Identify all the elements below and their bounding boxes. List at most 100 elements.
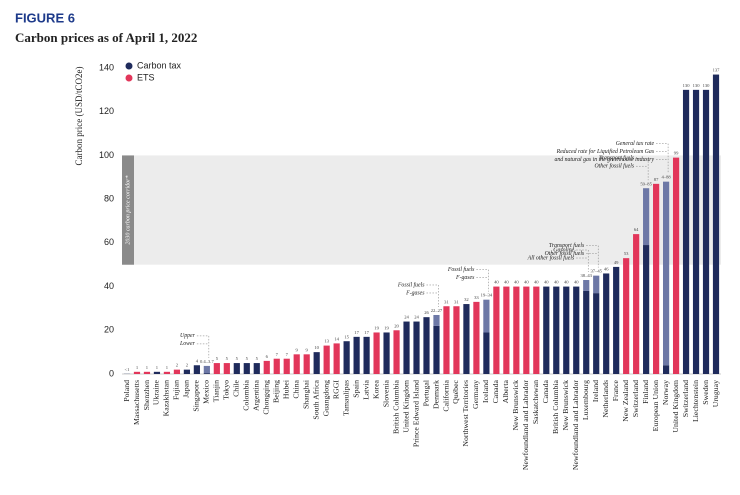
y-tick-label: 120 bbox=[99, 106, 114, 116]
bar bbox=[153, 371, 161, 374]
x-tick-label: France bbox=[611, 379, 620, 401]
bar bbox=[423, 317, 430, 374]
bar bbox=[353, 336, 360, 374]
value-label: 1 bbox=[156, 365, 159, 370]
bar bbox=[183, 369, 190, 374]
x-tick-label: United Kingdom bbox=[671, 380, 680, 433]
corridor-label-bg bbox=[122, 155, 134, 265]
y-axis-label: Carbon price (USD/tCO2e) bbox=[74, 67, 84, 166]
bar-lower bbox=[593, 293, 600, 374]
bar-lower bbox=[662, 365, 670, 374]
x-tick-label: Poland bbox=[122, 380, 131, 402]
x-tick-label: Chongqing bbox=[262, 380, 271, 415]
x-tick-label: Newfoundland and Labrador bbox=[571, 380, 580, 470]
x-tick-label: Switzerland bbox=[631, 380, 640, 417]
corridor-band bbox=[122, 155, 721, 265]
corridor-label: 2030 carbon price corridor* bbox=[125, 175, 131, 244]
bar bbox=[273, 358, 280, 374]
value-label: 40 bbox=[514, 280, 519, 285]
value-label: 31 bbox=[444, 299, 449, 304]
value-label: 40 bbox=[494, 280, 499, 285]
value-label: 40 bbox=[554, 280, 559, 285]
value-label: 5 bbox=[226, 356, 229, 361]
x-tick-label: Beijing bbox=[272, 380, 281, 403]
y-tick-label: 20 bbox=[104, 325, 114, 335]
bar-lower bbox=[483, 332, 490, 374]
value-label: 40 bbox=[534, 280, 539, 285]
value-label: 19–34 bbox=[481, 293, 493, 298]
x-tick-label: Tianjin bbox=[212, 380, 221, 402]
bar bbox=[293, 354, 300, 374]
x-tick-label: Tokyo bbox=[222, 380, 231, 400]
bar bbox=[173, 369, 181, 374]
x-tick-label: Tamaulipas bbox=[341, 380, 350, 416]
bar bbox=[443, 306, 450, 374]
x-tick-label: Germany bbox=[471, 380, 480, 409]
value-label: 1 bbox=[166, 365, 169, 370]
x-tick-label: Shenzhen bbox=[142, 380, 151, 410]
bar bbox=[563, 286, 570, 374]
value-label: 130 bbox=[693, 83, 701, 88]
y-tick-label: 0 bbox=[109, 368, 114, 378]
value-label: 24 bbox=[414, 315, 419, 320]
bar-lower bbox=[643, 245, 650, 374]
bar bbox=[283, 358, 290, 374]
range-note: F-gases bbox=[405, 290, 425, 296]
x-tick-label: Iceland bbox=[481, 380, 490, 403]
x-tick-label: Singapore bbox=[192, 379, 201, 411]
y-tick-label: 140 bbox=[99, 62, 114, 72]
range-note: Gasoline bbox=[553, 247, 574, 253]
x-tick-label: Spain bbox=[351, 380, 360, 398]
value-label: 7 bbox=[276, 352, 279, 357]
bar-lower bbox=[583, 290, 590, 374]
x-tick-label: Alberta bbox=[501, 379, 510, 403]
value-label: 9 bbox=[306, 347, 309, 352]
value-label: 53 bbox=[624, 251, 629, 256]
value-label: 130 bbox=[703, 83, 711, 88]
bar bbox=[653, 183, 660, 374]
x-tick-label: Switzerland bbox=[681, 380, 690, 417]
x-tick-label: New Brunswick bbox=[511, 380, 520, 431]
bar bbox=[613, 266, 620, 374]
value-label: 38–43 bbox=[580, 273, 592, 278]
value-label: 22–27 bbox=[431, 308, 443, 313]
bar bbox=[503, 286, 510, 374]
value-label: 5 bbox=[246, 356, 249, 361]
value-label: 2 bbox=[186, 363, 189, 368]
value-label: 37–45 bbox=[590, 269, 602, 274]
x-tick-label: Finland bbox=[641, 380, 650, 404]
bar bbox=[243, 363, 250, 374]
x-tick-label: Ukraine bbox=[152, 379, 161, 405]
value-label: 20 bbox=[394, 323, 399, 328]
bar bbox=[603, 273, 610, 374]
y-tick-label: 60 bbox=[104, 237, 114, 247]
x-tick-label: British Columbia bbox=[391, 379, 400, 433]
range-note: and natural gas in the greenhouse indust… bbox=[554, 157, 654, 163]
value-label: 137 bbox=[713, 68, 721, 73]
bar-lower bbox=[433, 325, 440, 374]
bar-upper bbox=[662, 181, 670, 366]
x-tick-label: Saskatchewan bbox=[531, 380, 540, 424]
value-label: 99 bbox=[674, 151, 679, 156]
bar bbox=[213, 363, 220, 374]
value-label: 17 bbox=[364, 330, 369, 335]
bar bbox=[533, 286, 540, 374]
value-label: 9 bbox=[296, 347, 299, 352]
x-tick-label: Canada bbox=[491, 379, 500, 403]
value-label: 1 bbox=[136, 365, 139, 370]
x-tick-label: Shanghai bbox=[301, 379, 310, 409]
value-label: 10 bbox=[314, 345, 319, 350]
bar bbox=[373, 332, 380, 374]
bar bbox=[463, 304, 470, 374]
value-label: 40 bbox=[544, 280, 549, 285]
x-tick-label: Mexico bbox=[202, 380, 211, 404]
value-label: 24 bbox=[404, 315, 409, 320]
x-tick-label: Chile bbox=[232, 379, 241, 396]
value-label: 26 bbox=[424, 310, 429, 315]
value-label: 7 bbox=[286, 352, 289, 357]
bar bbox=[672, 157, 680, 374]
value-label: 46 bbox=[604, 267, 609, 272]
value-label: 19 bbox=[384, 326, 389, 331]
bar-upper bbox=[203, 365, 210, 374]
